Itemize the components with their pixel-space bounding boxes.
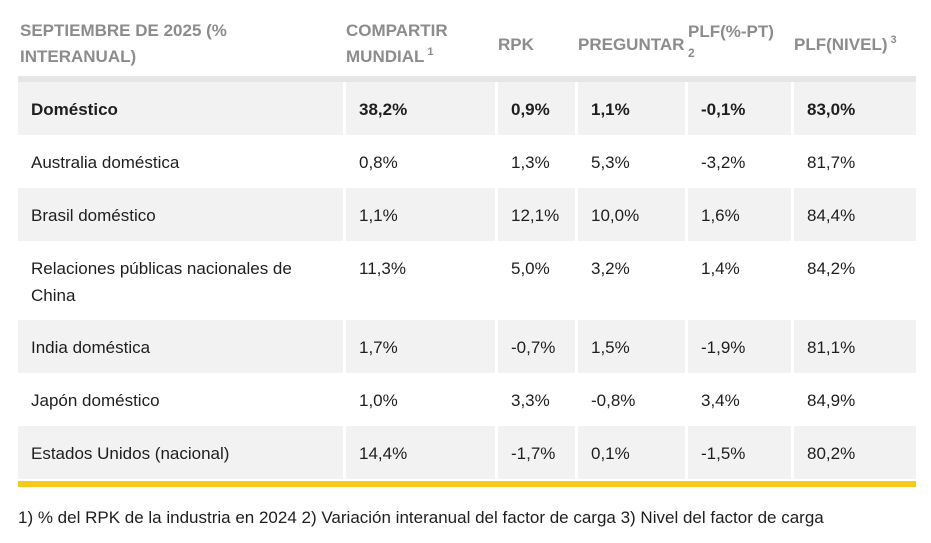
cell-plf-pt: 1,4% — [688, 241, 794, 320]
cell-ask: 1,5% — [578, 320, 688, 373]
header-ask: PREGUNTAR — [578, 0, 688, 76]
cell-rpk: 5,0% — [498, 241, 578, 320]
table-body: Doméstico 38,2% 0,9% 1,1% -0,1% 83,0% Au… — [18, 82, 916, 479]
cell-plf-pt: -1,9% — [688, 320, 794, 373]
cell-world-share: 11,3% — [346, 241, 498, 320]
cell-rpk: 1,3% — [498, 135, 578, 188]
table-header: SEPTIEMBRE DE 2025 (% INTERANUAL) COMPAR… — [18, 0, 916, 76]
header-plf-pt: PLF(%-PT) 2 — [688, 0, 794, 76]
cell-rpk: 3,3% — [498, 373, 578, 426]
cell-region: Doméstico — [18, 82, 346, 135]
header-period-label: SEPTIEMBRE DE 2025 (% INTERANUAL) — [20, 21, 227, 66]
cell-plf-pt: -3,2% — [688, 135, 794, 188]
cell-plf-pt: 3,4% — [688, 373, 794, 426]
cell-region: Relaciones públicas nacionales de China — [18, 241, 346, 320]
table-bottom-accent-bar — [18, 481, 916, 487]
cell-world-share: 38,2% — [346, 82, 498, 135]
cell-plf-level: 81,7% — [794, 135, 916, 188]
cell-ask: 10,0% — [578, 188, 688, 241]
header-world-share: COMPARTIR MUNDIAL 1 — [346, 0, 498, 76]
cell-world-share: 1,0% — [346, 373, 498, 426]
cell-plf-pt: -0,1% — [688, 82, 794, 135]
cell-plf-pt: -1,5% — [688, 426, 794, 479]
cell-world-share: 0,8% — [346, 135, 498, 188]
table-footnote: 1) % del RPK de la industria en 2024 2) … — [18, 508, 824, 527]
header-rpk-label: RPK — [498, 35, 534, 54]
header-world-share-label: COMPARTIR MUNDIAL — [346, 21, 448, 66]
data-table: SEPTIEMBRE DE 2025 (% INTERANUAL) COMPAR… — [18, 0, 916, 487]
cell-plf-level: 84,2% — [794, 241, 916, 320]
cell-region: Brasil doméstico — [18, 188, 346, 241]
cell-region: Australia doméstica — [18, 135, 346, 188]
cell-rpk: 12,1% — [498, 188, 578, 241]
header-ask-label: PREGUNTAR — [578, 35, 685, 54]
header-world-share-footnote-mark: 1 — [427, 46, 434, 59]
cell-plf-level: 83,0% — [794, 82, 916, 135]
cell-world-share: 14,4% — [346, 426, 498, 479]
cell-plf-level: 84,4% — [794, 188, 916, 241]
cell-plf-level: 80,2% — [794, 426, 916, 479]
header-plf-level: PLF(NIVEL) 3 — [794, 0, 916, 76]
cell-rpk: 0,9% — [498, 82, 578, 135]
header-divider — [18, 76, 916, 82]
cell-ask: 3,2% — [578, 241, 688, 320]
cell-plf-pt: 1,6% — [688, 188, 794, 241]
header-rpk: RPK — [498, 0, 578, 76]
cell-plf-level: 84,9% — [794, 373, 916, 426]
cell-rpk: -0,7% — [498, 320, 578, 373]
header-period: SEPTIEMBRE DE 2025 (% INTERANUAL) — [18, 0, 346, 76]
cell-plf-level: 81,1% — [794, 320, 916, 373]
cell-rpk: -1,7% — [498, 426, 578, 479]
cell-region: Japón doméstico — [18, 373, 346, 426]
header-plf-pt-footnote-mark: 2 — [688, 46, 695, 60]
cell-ask: 5,3% — [578, 135, 688, 188]
cell-ask: -0,8% — [578, 373, 688, 426]
header-plf-level-footnote-mark: 3 — [890, 34, 897, 47]
cell-region: India doméstica — [18, 320, 346, 373]
cell-ask: 1,1% — [578, 82, 688, 135]
header-plf-pt-label: PLF(%-PT) — [688, 22, 774, 41]
cell-world-share: 1,1% — [346, 188, 498, 241]
header-plf-level-label: PLF(NIVEL) — [794, 35, 888, 54]
cell-world-share: 1,7% — [346, 320, 498, 373]
cell-region: Estados Unidos (nacional) — [18, 426, 346, 479]
cell-ask: 0,1% — [578, 426, 688, 479]
